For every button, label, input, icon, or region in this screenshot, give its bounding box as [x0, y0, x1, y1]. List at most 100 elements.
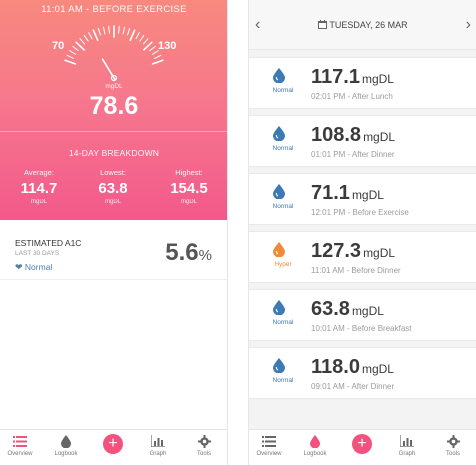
gauge-tick: [69, 50, 77, 55]
current-reading-panel: 11:01 AM - BEFORE EXERCISE 70 130 mgDL 7…: [0, 0, 227, 220]
gauge-tick: [135, 32, 140, 40]
gauge-min-label: 70: [52, 40, 65, 52]
gauge-needle: [101, 58, 116, 81]
tab-label: Logbook: [303, 451, 327, 457]
a1c-title: ESTIMATED A1C: [15, 238, 82, 248]
gauge-tick: [151, 50, 159, 55]
tab-overview[interactable]: Overview: [0, 433, 40, 457]
add-reading-button[interactable]: +: [103, 434, 123, 454]
reading-number: 127.3: [311, 240, 362, 262]
reading-status: Normal: [272, 377, 294, 384]
reading-unit: mgDL: [361, 72, 394, 86]
gauge-tick: [66, 54, 74, 59]
gauge-tick: [127, 27, 131, 36]
stat-lowest: Lowest: 63.8 mgDL: [83, 168, 143, 205]
reading-time: 10:01 AM - Before Breakfast: [311, 324, 412, 333]
reading-value: 127.3 mgDL: [311, 240, 395, 263]
gauge-hub: [110, 74, 118, 82]
gauge-tick: [75, 41, 85, 51]
a1c-subtitle: LAST 30 DAYS: [15, 250, 60, 257]
calendar-icon: [318, 20, 328, 29]
gauge-tick: [88, 32, 93, 40]
glucose-gauge: [64, 25, 164, 82]
date-label: TUESDAY, 26 MAR: [329, 20, 408, 30]
drop-icon: [273, 184, 285, 199]
reading-time: 11:01 AM - BEFORE EXERCISE: [41, 4, 187, 15]
reading-number: 71.1: [311, 182, 350, 204]
reading-row[interactable]: Normal 63.8 mgDL 10:01 AM - Before Breakfas…: [249, 289, 476, 341]
current-glucose-value: 78.6: [89, 92, 139, 120]
drop-icon: [273, 358, 285, 373]
empty-content-area: [0, 281, 227, 429]
drop-icon: [273, 126, 285, 141]
gauge-tick: [122, 26, 126, 35]
date-title[interactable]: TUESDAY, 26 MAR: [249, 20, 476, 30]
gauge-tick: [97, 27, 101, 36]
tab-bar: Overview Logbook + Graph Tools: [249, 429, 476, 465]
reading-unit: mgDL: [361, 362, 394, 376]
tab-graph[interactable]: Graph: [138, 433, 178, 457]
heart-icon: ❤: [15, 262, 23, 272]
drop-icon: [273, 68, 285, 83]
reading-row[interactable]: Normal 108.8 mgDL 01:01 PM - After Dinner: [249, 115, 476, 167]
reading-unit: mgDL: [351, 188, 384, 202]
tab-graph[interactable]: Graph: [387, 433, 427, 457]
reading-row[interactable]: Normal 118.0 mgDL 09:01 AM - After Dinner: [249, 347, 476, 399]
date-navigation: ‹ TUESDAY, 26 MAR ›: [249, 0, 476, 50]
gauge-tick: [108, 25, 110, 34]
a1c-card[interactable]: ESTIMATED A1C LAST 30 DAYS ❤ Normal 5.6%: [0, 220, 227, 280]
reading-value: 117.1 mgDL: [311, 66, 394, 89]
gauge-tick: [151, 59, 164, 65]
tab-logbook[interactable]: Logbook: [46, 433, 86, 457]
chart-icon: [138, 433, 178, 449]
reading-time: 11:01 AM - Before Dinner: [311, 266, 401, 275]
gauge-tick: [92, 29, 99, 42]
stat-label: Lowest:: [100, 168, 126, 177]
tab-bar: Overview Logbook + Graph Tools: [0, 429, 227, 465]
tab-overview[interactable]: Overview: [249, 433, 289, 457]
reading-unit: mgDL: [363, 130, 396, 144]
stat-highest: Highest: 154.5 mgDL: [159, 168, 219, 205]
tab-label: Tools: [196, 451, 211, 457]
reading-number: 118.0: [311, 356, 360, 378]
reading-value: 118.0 mgDL: [311, 356, 394, 379]
reading-row[interactable]: Hyper 127.3 mgDL 11:01 AM - Before Dinner: [249, 231, 476, 283]
overview-screen: 11:01 AM - BEFORE EXERCISE 70 130 mgDL 7…: [0, 0, 228, 465]
stat-value: 114.7: [20, 180, 58, 197]
reading-status: Normal: [272, 145, 294, 152]
gauge-tick: [143, 41, 153, 51]
gauge-tick: [102, 26, 106, 35]
stat-unit: mgDL: [30, 199, 47, 205]
reading-unit: mgDL: [351, 304, 384, 318]
reading-status: Normal: [272, 87, 294, 94]
gauge-tick: [139, 34, 145, 42]
stat-value: 154.5: [170, 180, 208, 197]
stat-value: 63.8: [98, 180, 128, 197]
gauge-max-label: 130: [158, 40, 177, 52]
chevron-left-icon[interactable]: ‹: [255, 16, 261, 33]
gauge-tick: [83, 34, 89, 42]
tab-label: Overview: [256, 451, 282, 457]
reading-status: Hyper: [274, 261, 292, 268]
tab-label: Overview: [7, 451, 33, 457]
add-reading-button[interactable]: +: [352, 434, 372, 454]
breakdown-title: 14-DAY BREAKDOWN: [68, 148, 160, 158]
divider: [0, 131, 227, 132]
reading-row[interactable]: Normal 71.1 mgDL 12:01 PM - Before Exercise: [249, 173, 476, 225]
drop-icon: [273, 242, 285, 257]
gear-icon: [184, 433, 224, 449]
tab-label: Graph: [398, 451, 416, 457]
a1c-status: ❤ Normal: [15, 262, 52, 273]
tab-logbook[interactable]: Logbook: [295, 433, 335, 457]
reading-time: 12:01 PM - Before Exercise: [311, 208, 409, 217]
gauge-tick: [79, 38, 86, 45]
list-icon: [249, 433, 289, 449]
tab-tools[interactable]: Tools: [433, 433, 473, 457]
reading-row[interactable]: Normal 117.1 mgDL 02:01 PM - After Lunch: [249, 57, 476, 109]
gauge-tick: [129, 29, 136, 42]
tab-tools[interactable]: Tools: [184, 433, 224, 457]
chevron-right-icon[interactable]: ›: [465, 16, 471, 33]
gauge-tick: [154, 54, 162, 59]
gauge-tick: [64, 59, 77, 65]
